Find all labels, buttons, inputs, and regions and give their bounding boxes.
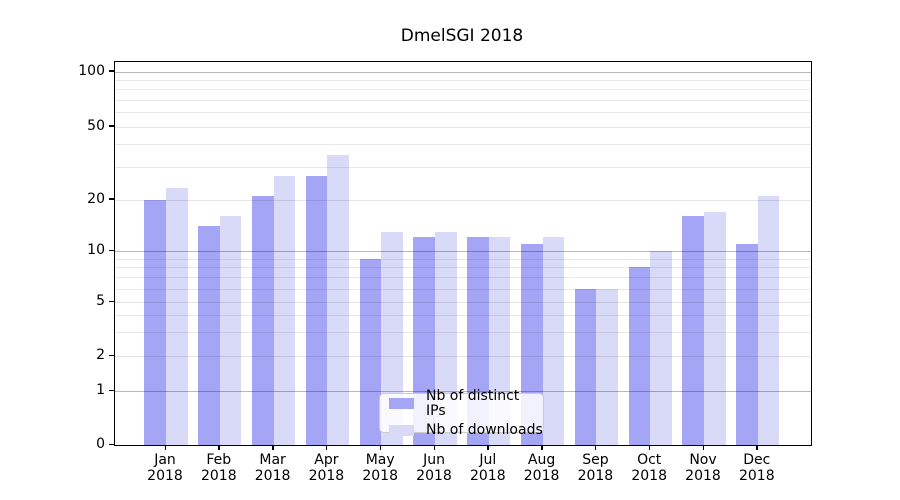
- gridline-minor-60: [115, 112, 811, 114]
- bar-downloads-oct: [650, 251, 672, 445]
- gridline-50: [115, 126, 811, 128]
- gridline-minor-40: [115, 144, 811, 146]
- x-tick-label-aug: Aug 2018: [523, 452, 560, 484]
- plot-area: [114, 61, 812, 446]
- legend-item-downloads: Nb of downloads: [380, 421, 543, 438]
- bar-downloads-feb: [219, 216, 242, 445]
- bar-downloads-sep: [596, 288, 619, 445]
- bar-downloads-mar: [273, 175, 296, 445]
- y-tick-1: [109, 389, 114, 391]
- y-tick-20: [109, 198, 114, 200]
- y-tick-2: [109, 354, 114, 357]
- bar-ips-mar: [251, 195, 274, 445]
- legend: Nb of distinct IPs Nb of downloads: [379, 388, 544, 437]
- chart-title: DmelSGI 2018: [400, 26, 524, 46]
- x-tick-jul: [487, 445, 489, 450]
- bar-ips-jan: [144, 199, 166, 445]
- x-tick-label-may: May 2018: [362, 452, 398, 484]
- y-tick-label-20: 20: [87, 190, 105, 207]
- x-tick-dec: [756, 445, 758, 450]
- x-tick-apr: [325, 445, 328, 450]
- x-tick-label-oct: Oct 2018: [631, 452, 667, 484]
- legend-swatch-downloads: [389, 424, 414, 436]
- bar-ips-apr: [305, 175, 328, 445]
- x-tick-label-jul: Jul 2018: [469, 452, 506, 484]
- gridline-minor-80: [115, 89, 811, 91]
- y-tick-label-10: 10: [87, 242, 105, 258]
- y-tick-0: [109, 443, 114, 445]
- y-tick-50: [109, 125, 114, 127]
- y-tick-label-2: 2: [96, 347, 105, 364]
- x-tick-jun: [433, 445, 435, 450]
- bar-downloads-dec: [757, 195, 780, 445]
- y-tick-label-0: 0: [96, 436, 105, 452]
- x-tick-label-jan: Jan 2018: [147, 452, 183, 484]
- gridline-minor-70: [115, 99, 811, 101]
- legend-label-downloads: Nb of downloads: [426, 421, 543, 438]
- x-tick-oct: [648, 445, 651, 450]
- legend-label-distinct-ips: Nb of distinct IPs: [426, 387, 520, 419]
- bar-downloads-apr: [327, 154, 350, 445]
- x-tick-label-nov: Nov 2018: [685, 452, 721, 484]
- bar-ips-oct: [628, 267, 651, 445]
- bar-downloads-jan: [166, 188, 188, 445]
- y-tick-100: [109, 70, 114, 72]
- x-tick-sep: [594, 445, 597, 450]
- bar-ips-nov: [682, 216, 704, 445]
- bar-ips-dec: [736, 243, 758, 445]
- x-tick-label-mar: Mar 2018: [254, 452, 291, 484]
- x-tick-nov: [702, 445, 704, 450]
- y-tick-label-100: 100: [78, 62, 105, 79]
- x-tick-label-sep: Sep 2018: [577, 452, 614, 484]
- x-tick-feb: [218, 445, 220, 450]
- gridline-20: [115, 199, 811, 201]
- bar-ips-may: [359, 258, 382, 445]
- legend-swatch-distinct-ips: [389, 398, 414, 409]
- bar-downloads-may: [381, 231, 403, 445]
- gridline-minor-30: [115, 167, 811, 169]
- y-tick-10: [109, 249, 114, 251]
- x-tick-label-feb: Feb 2018: [200, 452, 237, 484]
- x-tick-label-dec: Dec 2018: [738, 452, 775, 484]
- x-tick-label-jun: Jun 2018: [416, 452, 452, 484]
- y-tick-label-5: 5: [96, 293, 105, 309]
- bar-downloads-jun: [435, 231, 457, 445]
- x-tick-label-apr: Apr 2018: [308, 452, 345, 484]
- x-tick-jan: [164, 445, 166, 450]
- bar-ips-feb: [198, 226, 220, 445]
- gridline-minor-90: [115, 80, 811, 82]
- x-tick-aug: [541, 445, 543, 450]
- y-tick-5: [109, 300, 114, 302]
- bar-downloads-aug: [542, 237, 565, 445]
- y-tick-label-50: 50: [87, 117, 105, 134]
- legend-item-distinct-ips: Nb of distinct IPs: [380, 387, 543, 419]
- y-tick-label-1: 1: [96, 382, 105, 398]
- x-tick-may: [379, 445, 382, 450]
- bar-downloads-nov: [704, 211, 726, 445]
- x-tick-mar: [272, 445, 274, 450]
- bar-ips-sep: [574, 288, 597, 445]
- gridline-100: [115, 71, 811, 73]
